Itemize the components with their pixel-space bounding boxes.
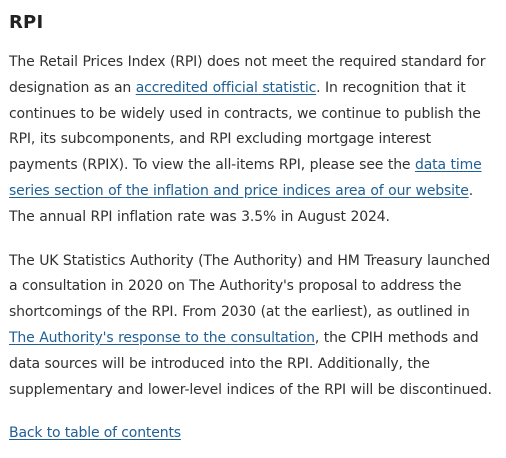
back-to-toc-container: Back to table of contents: [9, 421, 496, 447]
rpi-paragraph-2: The UK Statistics Authority (The Authori…: [9, 249, 496, 404]
back-to-table-of-contents-link[interactable]: Back to table of contents: [9, 425, 181, 442]
paragraph-text: . In recognition that it continues to be…: [9, 79, 481, 174]
rpi-paragraph-1: The Retail Prices Index (RPI) does not m…: [9, 50, 496, 231]
paragraph-text: The UK Statistics Authority (The Authori…: [9, 252, 491, 321]
accredited-official-statistic-link[interactable]: accredited official statistic: [135, 79, 317, 96]
authority-response-link[interactable]: The Authority's response to the consulta…: [9, 329, 315, 346]
data-time-series-link[interactable]: data time series section of the inflatio…: [9, 157, 482, 199]
paragraph-text: , the CPIH methods and data sources will…: [9, 329, 492, 398]
paragraph-text: . The annual RPI inflation rate was 3.5%…: [9, 182, 474, 225]
section-heading: RPI: [9, 12, 44, 33]
paragraph-text: The Retail Prices Index (RPI) does not m…: [9, 54, 486, 96]
